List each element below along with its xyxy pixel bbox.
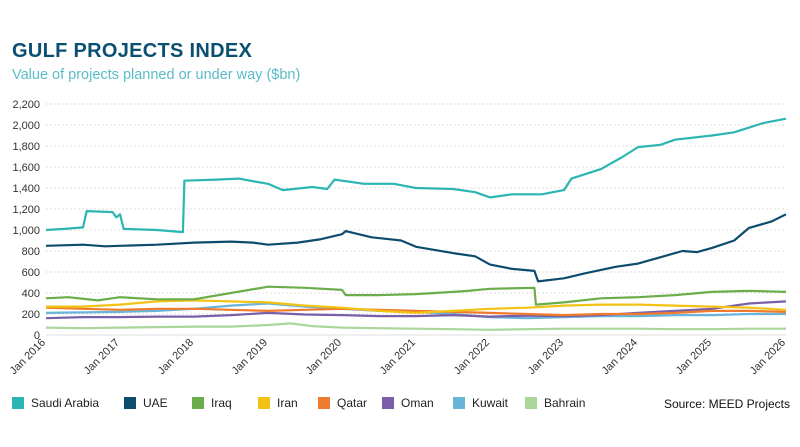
x-tick-label: Jan 2016 xyxy=(8,337,48,377)
legend-swatch xyxy=(453,397,465,409)
x-tick-label: Jan 2024 xyxy=(600,337,640,377)
legend-label: Bahrain xyxy=(544,396,586,410)
x-tick-label: Jan 2023 xyxy=(526,337,566,377)
legend-label: Oman xyxy=(401,396,434,410)
y-tick-label: 400 xyxy=(22,288,40,300)
y-tick-label: 1,800 xyxy=(12,141,40,153)
chart-legend: Saudi Arabia UAE Iraq Iran Qatar Oman Kuwait Ba… xyxy=(12,396,792,414)
legend-item-bahrain: Bahrain xyxy=(525,396,585,410)
x-tick-label: Jan 2026 xyxy=(748,337,788,377)
series-line-qatar xyxy=(45,306,787,317)
y-tick-label: 1,600 xyxy=(12,162,40,174)
x-tick-label: Jan 2019 xyxy=(230,337,270,377)
series-line-uae xyxy=(45,213,787,283)
legend-swatch xyxy=(525,397,537,409)
source-note: Source: MEED Projects xyxy=(663,397,790,411)
legend-swatch xyxy=(318,397,330,409)
y-tick-label: 1,000 xyxy=(12,225,40,237)
x-tick-label: Jan 2025 xyxy=(674,337,714,377)
chart-title: GULF PROJECTS INDEX xyxy=(12,40,253,62)
legend-swatch xyxy=(258,397,270,409)
legend-item-iran: Iran xyxy=(258,396,298,410)
legend-swatch xyxy=(192,397,204,409)
series-line-oman xyxy=(45,300,787,320)
series-line-bahrain xyxy=(45,322,786,331)
series-line-saudi-arabia xyxy=(45,117,787,234)
legend-item-kuwait: Kuwait xyxy=(453,396,508,410)
legend-item-uae: UAE xyxy=(124,396,168,410)
x-tick-label: Jan 2021 xyxy=(378,337,418,377)
x-tick-label: Jan 2017 xyxy=(82,337,122,377)
legend-label: Qatar xyxy=(337,396,368,410)
legend-label: Kuwait xyxy=(472,396,509,410)
legend-item-oman: Oman xyxy=(382,396,434,410)
y-tick-label: 200 xyxy=(22,309,40,321)
x-tick-label: Jan 2022 xyxy=(452,337,492,377)
y-tick-label: 2,200 xyxy=(12,99,40,111)
y-tick-label: 1,200 xyxy=(12,204,40,216)
y-tick-label: 600 xyxy=(22,267,40,279)
legend-item-iraq: Iraq xyxy=(192,396,232,410)
x-tick-label: Jan 2020 xyxy=(304,337,344,377)
series-line-iran xyxy=(46,299,787,314)
legend-label: Saudi Arabia xyxy=(31,396,100,410)
legend-swatch xyxy=(12,397,24,409)
chart-subtitle: Value of projects planned or under way (… xyxy=(12,67,301,83)
legend-label: Iran xyxy=(277,396,298,410)
y-tick-label: 800 xyxy=(22,246,40,258)
y-tick-label: 2,000 xyxy=(12,120,40,132)
y-tick-label: 0 xyxy=(34,330,40,342)
legend-item-qatar: Qatar xyxy=(318,396,367,410)
x-tick-label: Jan 2018 xyxy=(156,337,196,377)
legend-item-saudi-arabia: Saudi Arabia xyxy=(12,396,99,410)
legend-label: UAE xyxy=(143,396,168,410)
legend-label: Iraq xyxy=(211,396,232,410)
legend-swatch xyxy=(382,397,394,409)
legend-swatch xyxy=(124,397,136,409)
series-line-iraq xyxy=(45,285,787,306)
y-tick-label: 1,400 xyxy=(12,183,40,195)
